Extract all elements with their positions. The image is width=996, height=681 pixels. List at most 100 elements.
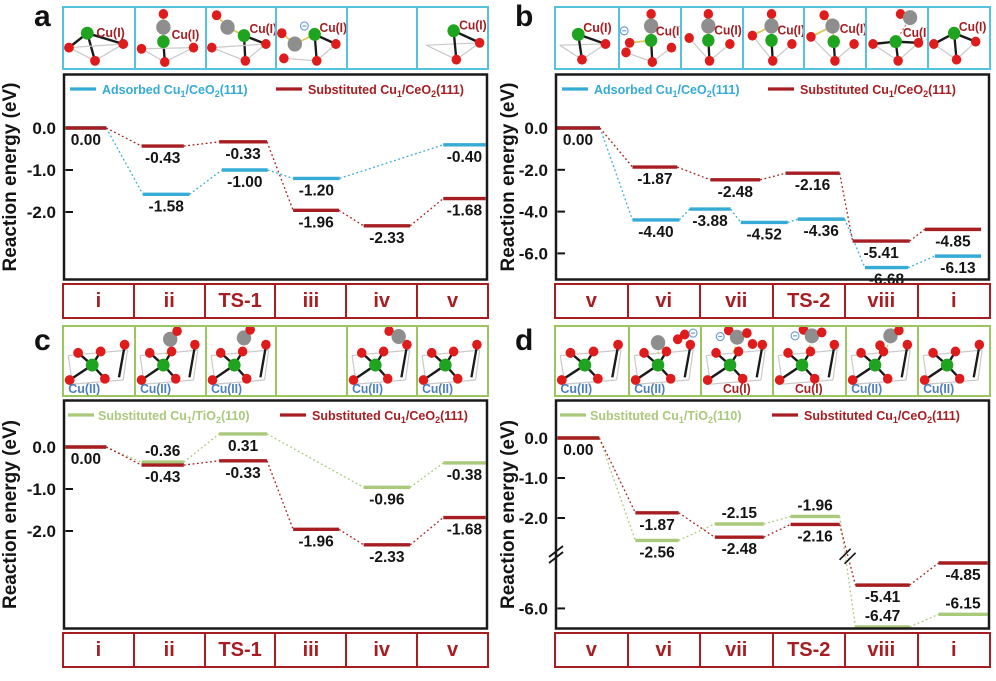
oxygen-atom [279,53,290,64]
y-tick-label: -2.0 [519,161,548,180]
carbon-atom [643,18,659,34]
level-connector [787,218,798,224]
lattice-line [470,345,479,378]
structure-box [275,327,345,395]
structure-box: Cu(I) [772,327,844,395]
y-tick-label: 0.0 [524,119,548,138]
energy-value-label: -2.33 [369,549,405,566]
cu-oxidation-state-label: Cu(I) [959,20,987,34]
cu-oxidation-state-label: Cu(I) [777,23,803,37]
x-category-cell: v [585,638,597,661]
y-tick-label: -2.0 [519,509,548,528]
lattice-line [400,345,408,378]
energy-value-label: -6.13 [940,260,976,277]
level-connector [678,208,690,221]
oxygen-atom [868,39,878,49]
x-category-cell: vii [699,285,772,317]
structure-drawing: Cu(I) [747,9,803,66]
structure-drawing: Cu(I) [619,9,680,67]
level-connector [678,512,716,538]
oxygen-atom [449,346,459,357]
level-connector [763,515,791,525]
structure-box: Cu(I) [803,8,865,68]
lattice-line [475,350,481,381]
lattice-line [832,350,839,381]
energy-value-label: -2.16 [795,177,831,194]
y-tick-label: -1.0 [519,469,548,488]
cu-oxidation-state-label: Cu(I) [840,22,865,36]
cu-atom [827,35,841,49]
carbon-atom [156,19,172,35]
oxygen-atom [137,43,147,54]
oxygen-atom [577,54,587,65]
carbon-atom [763,18,779,34]
x-category-cell: v [416,634,487,666]
cu-atom [578,358,592,372]
lattice-line [122,350,129,381]
cu-atom [228,358,241,372]
carbon-atom [391,329,406,345]
x-category-row: v vi vii TS-2 viii i [554,632,991,668]
panel-letter-d: d [515,324,534,357]
cu-atom [764,33,778,47]
oxygen-atom [738,373,748,384]
cu-atom [157,35,171,49]
bond [68,43,124,49]
oxygen-atom [167,346,177,357]
connector-break-icon [843,552,857,565]
oxygen-atom [819,10,830,21]
cu-oxidation-state-label: Cu(II) [634,382,665,395]
oxygen-atom [734,346,744,357]
lattice-line [559,43,606,46]
structure-drawing: Cu(I) [426,18,487,65]
oxygen-atom [207,42,217,53]
oxygen-atom [356,347,367,358]
energy-value-label: -5.41 [863,245,899,262]
carbon-atom [882,328,898,344]
level-connector [598,437,636,541]
oxygen-atom [882,373,893,384]
oxygen-atom [64,42,74,53]
level-connector [409,517,444,546]
energy-value-label: -1.20 [299,182,334,199]
structure-drawing: Cu(I) [64,26,129,66]
cu-atom [796,358,809,372]
level-connector [183,433,220,463]
energy-plot: Reaction energy (eV) 0.0 -2.0 -4.0 -6.0 Adsor… [498,73,991,289]
cu-oxidation-state-label: Cu(I) [723,382,751,395]
lattice-line [683,345,692,378]
lattice-line [117,345,126,378]
cu-oxidation-state-label: Cu(II) [851,382,882,395]
lattice-line [426,42,481,46]
energy-value-label: -0.36 [145,443,181,460]
energy-value-label: -4.40 [638,224,673,241]
level-connector [844,218,866,268]
oxygen-atom [245,327,255,335]
structure-drawing: Cu(I) [806,10,865,66]
oxygen-atom [830,339,840,350]
level-connector [909,228,926,242]
lattice-line [760,350,767,381]
oxygen-atom [817,327,827,338]
x-category-cell: iv [345,285,416,317]
lattice-line [259,345,268,378]
energy-value-label: -0.40 [447,149,482,166]
structure-drawing: Cu(II) [348,327,412,395]
lattice-line [426,379,476,385]
energy-value-label: -1.96 [797,497,833,514]
oxygen-atom [855,347,866,358]
cu-atom [237,29,251,43]
structure-drawing: Cu(II) [419,339,483,395]
lattice-line [263,350,270,381]
oxygen-atom [747,30,757,41]
oxygen-atom [427,347,437,358]
cu-atom [80,26,94,40]
oxygen-atom [261,339,271,350]
lattice-line [72,379,124,385]
energy-value-label: -1.96 [298,214,334,231]
carbon-atom [163,331,178,347]
bond [141,46,195,50]
y-tick-label: -1.0 [27,161,56,180]
energy-value-label: -2.15 [722,505,758,522]
